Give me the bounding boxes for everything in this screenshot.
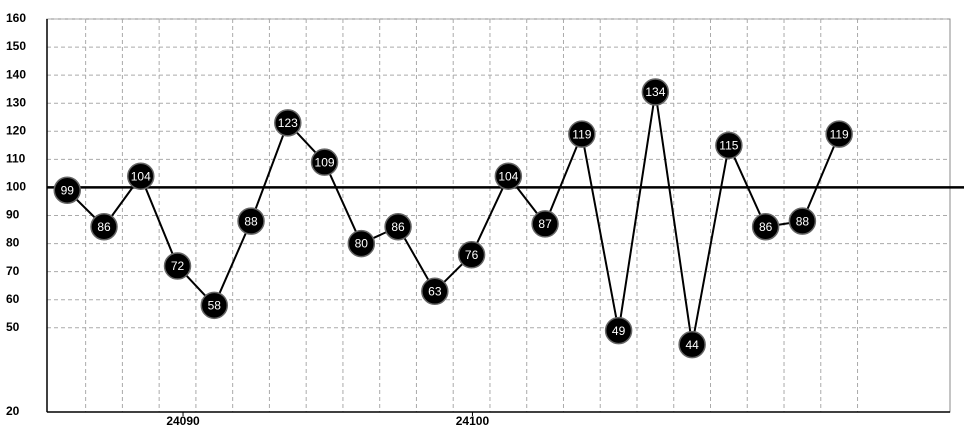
- data-label: 87: [538, 217, 552, 231]
- y-tick-label: 100: [6, 180, 26, 194]
- x-tick-label: 24090: [166, 414, 200, 427]
- y-tick-label: 140: [6, 67, 26, 81]
- y-tick-label: 70: [6, 264, 20, 278]
- data-label: 49: [612, 324, 626, 338]
- data-label: 88: [244, 214, 258, 228]
- point: [347, 229, 376, 258]
- point: [678, 330, 706, 359]
- y-tick-label: 90: [6, 208, 20, 222]
- data-label: 86: [391, 220, 405, 234]
- data-label: 123: [278, 116, 298, 130]
- point: [825, 120, 853, 148]
- y-tick-label: 20: [6, 404, 20, 418]
- data-label: 86: [97, 220, 111, 234]
- data-label: 115: [719, 138, 738, 152]
- point: [788, 207, 817, 235]
- y-tick-label: 160: [6, 11, 26, 25]
- point: [604, 316, 633, 345]
- y-tick-label: 60: [6, 292, 20, 306]
- y-tick-label: 80: [6, 236, 20, 250]
- y-tick-label: 50: [6, 320, 20, 334]
- data-label: 119: [830, 127, 849, 141]
- point: [568, 120, 596, 148]
- point: [163, 252, 192, 280]
- data-label: 109: [315, 155, 335, 169]
- y-tick-label: 130: [6, 95, 26, 109]
- data-label: 104: [131, 169, 151, 183]
- data-label: 63: [428, 284, 442, 298]
- point: [274, 109, 302, 137]
- data-label: 72: [171, 259, 185, 273]
- point: [421, 277, 449, 306]
- data-label: 119: [572, 127, 591, 141]
- data-label: 88: [796, 214, 810, 228]
- data-label: 134: [645, 85, 665, 99]
- point: [531, 210, 559, 238]
- point: [715, 131, 743, 160]
- point: [641, 78, 670, 106]
- point: [53, 176, 82, 204]
- data-label: 80: [355, 237, 369, 251]
- data-label: 76: [465, 248, 479, 262]
- data-label: 99: [61, 183, 75, 197]
- y-tick-label: 120: [6, 123, 26, 137]
- point: [310, 148, 339, 176]
- point: [90, 212, 118, 241]
- point: [200, 291, 229, 320]
- point: [237, 207, 265, 235]
- data-label: 44: [685, 338, 699, 352]
- data-label: 86: [759, 220, 773, 234]
- point: [457, 241, 486, 269]
- point: [127, 162, 155, 190]
- data-label: 58: [208, 299, 222, 313]
- line: [66, 91, 841, 345]
- y-tick-label: 150: [6, 39, 26, 53]
- x-tick-label: 24100: [456, 414, 490, 427]
- y-tick-label: 110: [6, 152, 26, 166]
- point: [494, 162, 523, 190]
- point: [751, 212, 780, 241]
- data-label: 104: [498, 169, 518, 183]
- point: [384, 212, 412, 241]
